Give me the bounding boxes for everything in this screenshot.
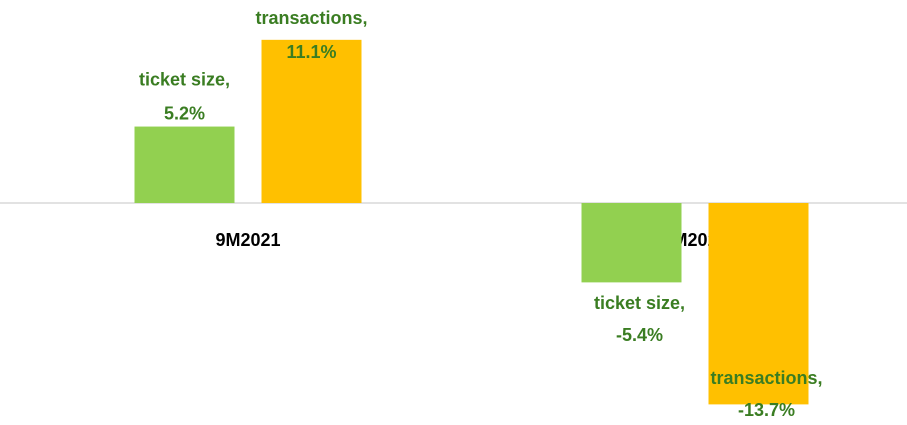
bar — [708, 203, 809, 405]
category-label: 9M2021 — [215, 230, 280, 250]
data-label-name: transactions, — [710, 368, 822, 388]
data-label-value: -5.4% — [616, 325, 663, 345]
data-label-value: -13.7% — [738, 400, 795, 420]
data-label-value: 5.2% — [164, 103, 205, 123]
bar — [581, 203, 682, 283]
data-label-value: 11.1% — [286, 42, 336, 62]
data-label-name: ticket size, — [139, 69, 230, 89]
data-label-name: transactions, — [255, 8, 367, 28]
data-label-name: ticket size, — [594, 293, 685, 313]
bar — [261, 39, 362, 203]
bar — [134, 126, 235, 203]
